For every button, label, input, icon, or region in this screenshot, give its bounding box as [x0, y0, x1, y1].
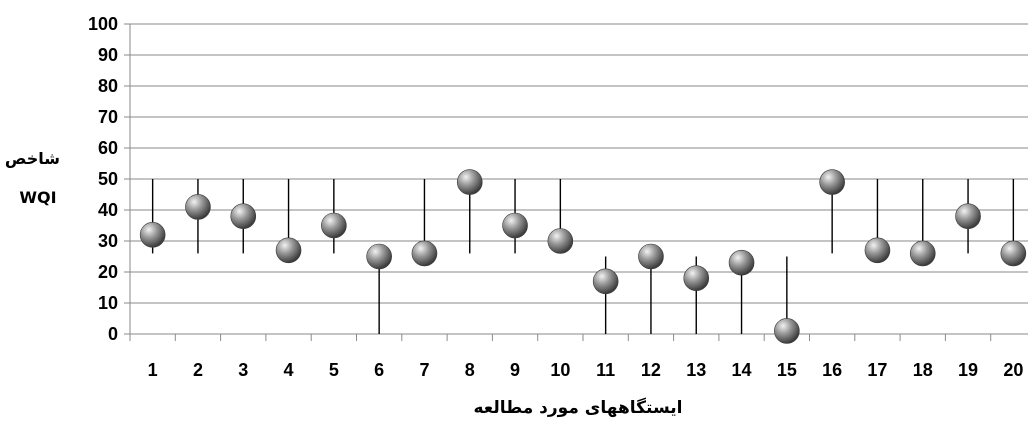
x-tick-label: 13 [686, 360, 706, 380]
data-point [411, 240, 438, 267]
x-tick-labels: 1 2 3 4 5 6 7 8 9 10 11 12 13 14 15 16 17 18 19 20 [148, 360, 1024, 380]
axes [124, 23, 1028, 341]
x-axis-label: ایستگاههای مورد مطالعه [474, 397, 683, 418]
x-tick-label: 10 [550, 360, 570, 380]
y-tick-label: 0 [108, 324, 118, 344]
x-tick-label: 7 [419, 360, 429, 380]
x-tick-label: 8 [465, 360, 475, 380]
x-tick-label: 1 [148, 360, 158, 380]
y-tick-label: 10 [98, 293, 118, 313]
x-tick-label: 2 [193, 360, 203, 380]
y-axis-label-line1: شاخص [5, 149, 60, 168]
data-point [502, 212, 528, 239]
x-tick-label: 18 [913, 360, 933, 380]
data-point [864, 237, 891, 264]
data-point [366, 243, 392, 270]
x-tick-label: 5 [329, 360, 339, 380]
x-tick-label: 12 [641, 360, 661, 380]
x-tick-label: 19 [958, 360, 978, 380]
x-tick-label: 9 [510, 360, 520, 380]
y-tick-label: 80 [98, 76, 118, 96]
x-tick-label: 14 [732, 360, 752, 380]
data-point [819, 169, 845, 195]
y-axis-label-line2: WQI [19, 188, 56, 207]
y-tick-label: 30 [98, 231, 118, 251]
data-point [139, 222, 166, 248]
data-point [955, 203, 981, 229]
data-point [185, 194, 211, 220]
x-tick-label: 6 [374, 360, 384, 380]
y-tick-label: 40 [98, 200, 118, 220]
x-tick-label: 3 [238, 360, 248, 380]
data-point [230, 203, 257, 229]
x-tick-label: 11 [596, 360, 615, 380]
data-point [728, 249, 755, 276]
data-point [638, 243, 664, 270]
data-point [547, 228, 574, 254]
y-tick-label: 70 [98, 107, 118, 127]
y-tick-label: 50 [98, 169, 118, 189]
data-point [321, 212, 347, 239]
y-tick-label: 90 [98, 45, 118, 65]
data-point [774, 318, 800, 344]
x-tick-label: 15 [777, 360, 797, 380]
data-points [139, 169, 1027, 344]
y-tick-label: 60 [98, 138, 118, 158]
y-tick-label: 100 [88, 14, 118, 34]
x-tick-label: 4 [284, 360, 294, 380]
y-tick-labels: 0 10 20 30 40 50 60 70 80 90 100 [88, 14, 118, 344]
data-point [909, 240, 936, 267]
data-point [683, 265, 710, 292]
data-point [275, 237, 302, 264]
gridlines [130, 23, 1028, 304]
x-tick-label: 16 [822, 360, 842, 380]
x-tick-label: 20 [1003, 360, 1023, 380]
data-point [1000, 240, 1027, 267]
data-point [592, 268, 619, 295]
x-tick-label: 17 [867, 360, 887, 380]
y-tick-label: 20 [98, 262, 118, 282]
data-point [456, 169, 483, 195]
